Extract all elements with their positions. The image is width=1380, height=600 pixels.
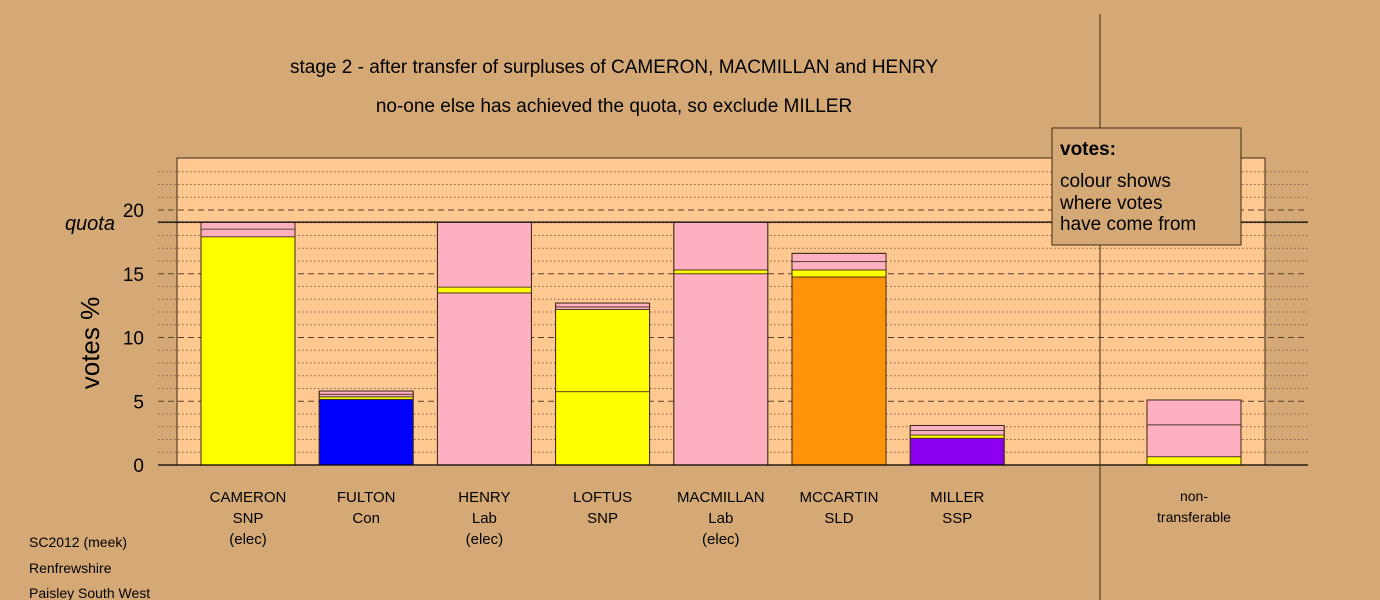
- candidate-name: MILLER: [930, 489, 984, 506]
- candidate-name: LOFTUS: [573, 489, 632, 506]
- legend-title: votes:: [1060, 139, 1116, 160]
- bar-miller-segment-snp: [909, 434, 1005, 439]
- bar-macmillan-segment-lab: [673, 273, 769, 466]
- bar-miller-segment-lab: [909, 430, 1005, 436]
- bar-henry-segment-snp: [436, 286, 532, 294]
- y-axis-label: votes %: [75, 297, 105, 390]
- candidate-status: (elec): [229, 531, 267, 548]
- candidate-status: (elec): [702, 531, 740, 548]
- candidate-party: Con: [352, 510, 380, 527]
- y-tick-label: 10: [123, 329, 144, 350]
- footer-line: Renfrewshire: [29, 560, 112, 576]
- candidate-name: MACMILLAN: [677, 489, 765, 506]
- candidate-labels: CAMERON SNP (elec) FULTON Con HENRY Lab (elec) L…: [210, 488, 1232, 548]
- bar-miller-segment-ssp: [909, 437, 1005, 466]
- bar-loftus-segment-snp: [555, 309, 650, 393]
- bar-cameron-segment-snp: [200, 236, 296, 466]
- chart-subtitle: no-one else has achieved the quota, so e…: [376, 96, 852, 117]
- candidate-party: SSP: [942, 510, 972, 527]
- legend: votes: colour shows where votes have com…: [1051, 127, 1242, 246]
- candidate-status: (elec): [466, 531, 504, 548]
- bar-nontransferable-segment-lab: [1146, 424, 1242, 458]
- legend-line: where votes: [1059, 193, 1162, 214]
- bar-mccartin-segment-lab: [791, 261, 887, 271]
- candidate-name: FULTON: [337, 489, 396, 506]
- candidate-name: CAMERON: [210, 489, 287, 506]
- bar-loftus-segment-lab: [555, 302, 650, 308]
- nontransferable-label: non-: [1180, 488, 1208, 504]
- candidate-party: Lab: [708, 510, 733, 527]
- y-tick-label: 5: [133, 392, 144, 413]
- bar-macmillan-segment-lab: [673, 221, 769, 271]
- candidate-party: SNP: [587, 510, 618, 527]
- bar-miller-segment-lab: [909, 425, 1005, 431]
- bars: [200, 221, 1242, 466]
- bar-mccartin-segment-sld: [791, 276, 887, 466]
- y-tick-label: 20: [123, 201, 144, 222]
- bar-fulton-segment-con: [318, 398, 414, 466]
- legend-line: colour shows: [1060, 171, 1171, 192]
- candidate-party: SNP: [233, 510, 264, 527]
- nontransferable-label: transferable: [1157, 509, 1231, 525]
- bar-henry-segment-lab: [436, 221, 532, 288]
- chart-title: stage 2 - after transfer of surpluses of…: [290, 57, 938, 78]
- bar-henry-segment-lab: [436, 292, 532, 466]
- bar-nontransferable-segment-lab: [1146, 399, 1242, 426]
- bar-mccartin-segment-lab: [791, 252, 887, 263]
- candidate-party: SLD: [824, 510, 853, 527]
- candidate-name: MCCARTIN: [800, 489, 879, 506]
- y-tick-label: 0: [133, 456, 144, 477]
- bar-loftus-segment-snp: [555, 391, 650, 466]
- legend-line: have come from: [1060, 214, 1196, 235]
- bar-cameron-segment-lab: [200, 228, 296, 238]
- y-tick-label: 15: [123, 265, 144, 286]
- legend-box: [1051, 127, 1242, 246]
- candidate-name: HENRY: [458, 489, 510, 506]
- footer-line: Paisley South West: [29, 585, 150, 600]
- bar-mccartin-segment-snp: [791, 269, 887, 278]
- bar-cameron-segment-lab: [200, 221, 296, 230]
- candidate-party: Lab: [472, 510, 497, 527]
- quota-label: quota: [65, 213, 115, 235]
- bar-nontransferable-segment-snp: [1146, 456, 1242, 466]
- footer-line: SC2012 (meek): [29, 534, 127, 550]
- bar-macmillan-segment-snp: [673, 269, 769, 275]
- footer: SC2012 (meek) Renfrewshire Paisley South…: [29, 534, 150, 600]
